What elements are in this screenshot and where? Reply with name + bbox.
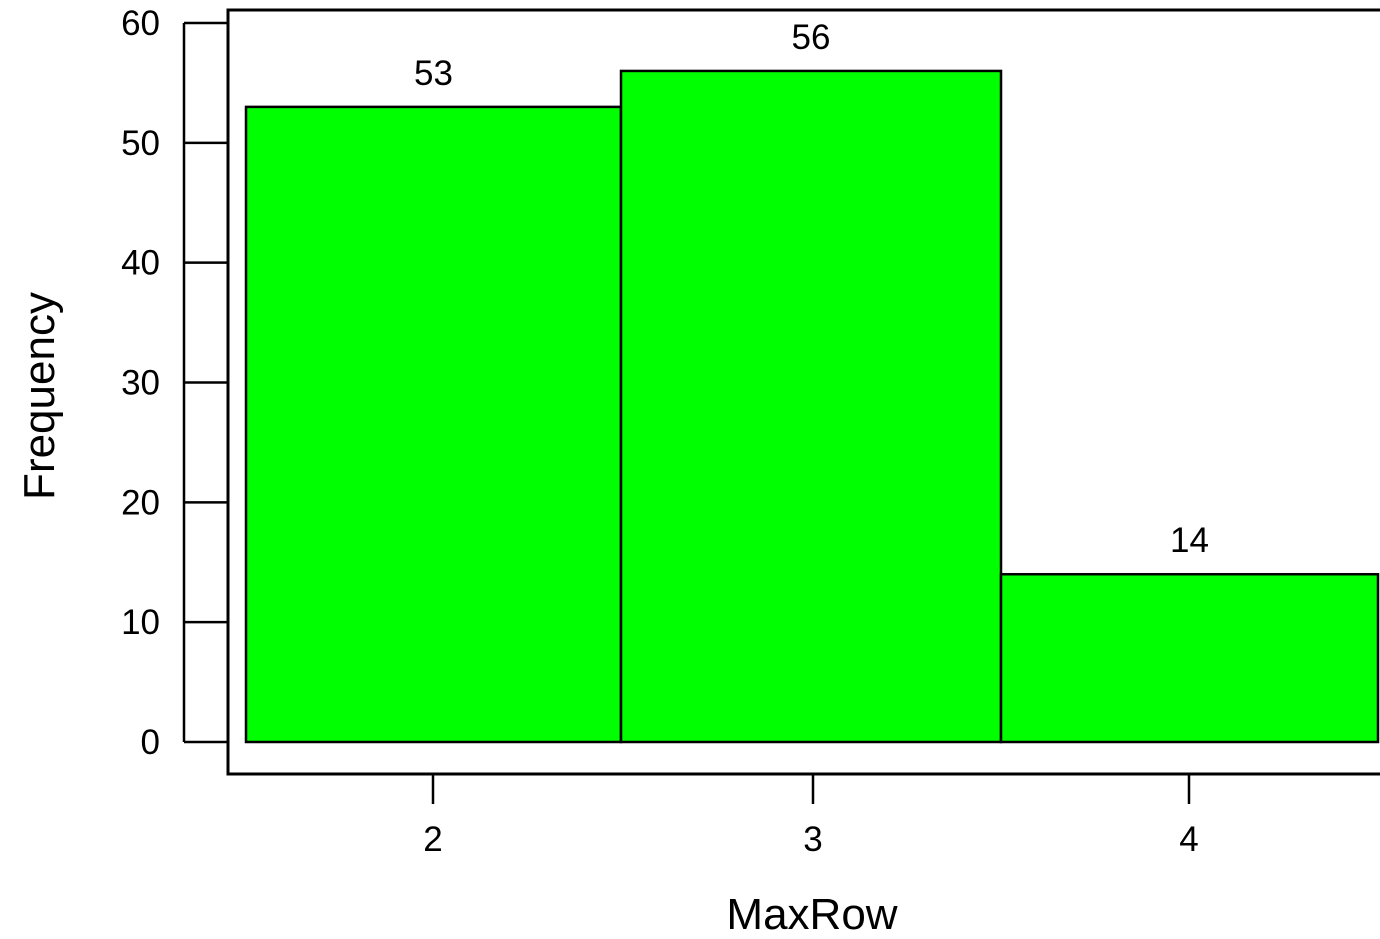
plot-frame [226, 8, 1380, 776]
x-tick-label: 3 [803, 820, 822, 859]
bars [244, 69, 1380, 744]
y-tick-label: 40 [121, 244, 160, 283]
bar-value-label: 14 [1170, 521, 1209, 560]
x-axis-title: MaxRow [726, 890, 897, 939]
x-axis: 2 3 4 [423, 774, 1199, 859]
bar-value-label: 53 [414, 54, 453, 93]
y-tick-label: 0 [141, 723, 160, 762]
x-tick-label: 2 [423, 820, 442, 859]
y-tick-label: 60 [121, 4, 160, 43]
bar-4 [999, 572, 1380, 744]
bar-3 [619, 69, 1003, 744]
y-tick-label: 50 [121, 124, 160, 163]
bar-2 [244, 105, 623, 744]
bar-data-labels: 53 56 14 [414, 18, 1209, 560]
plot-border [226, 8, 1380, 776]
bar-value-label: 56 [792, 18, 831, 57]
y-axis: 0 10 20 30 40 50 60 [121, 4, 228, 762]
y-tick-label: 10 [121, 603, 160, 642]
y-tick-label: 30 [121, 364, 160, 403]
y-axis-title: Frequency [15, 292, 64, 500]
y-tick-label: 20 [121, 483, 160, 522]
x-tick-label: 4 [1179, 820, 1198, 859]
